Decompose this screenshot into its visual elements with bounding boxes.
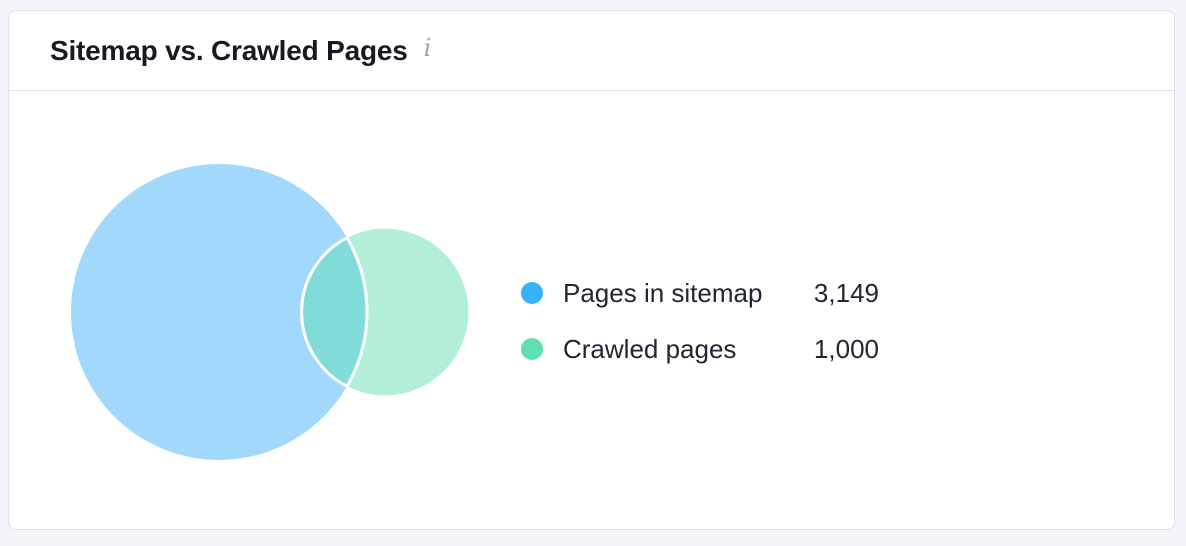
legend-dot-sitemap	[521, 282, 543, 304]
venn-diagram	[71, 164, 469, 460]
legend-value-sitemap: 3,149	[813, 277, 879, 308]
legend-dot-crawled	[521, 338, 543, 360]
legend-value-crawled: 1,000	[813, 333, 879, 364]
legend-label-sitemap: Pages in sitemap	[563, 277, 763, 308]
info-icon[interactable]: i	[423, 33, 432, 62]
chart-body: Pages in sitemap 3,149 Crawled pages 1,0…	[9, 91, 1174, 529]
legend-item-sitemap[interactable]: Pages in sitemap 3,149	[521, 265, 879, 321]
legend: Pages in sitemap 3,149 Crawled pages 1,0…	[521, 265, 879, 377]
venn-circle-sitemap[interactable]	[71, 164, 367, 460]
card-title: Sitemap vs. Crawled Pages	[50, 34, 408, 66]
card-header: Sitemap vs. Crawled Pages i	[9, 11, 1174, 91]
legend-item-crawled[interactable]: Crawled pages 1,000	[521, 321, 879, 377]
chart-card: Sitemap vs. Crawled Pages i Pages in sit…	[8, 10, 1175, 530]
legend-label-crawled: Crawled pages	[563, 333, 737, 364]
venn-overlap[interactable]	[300, 235, 369, 389]
